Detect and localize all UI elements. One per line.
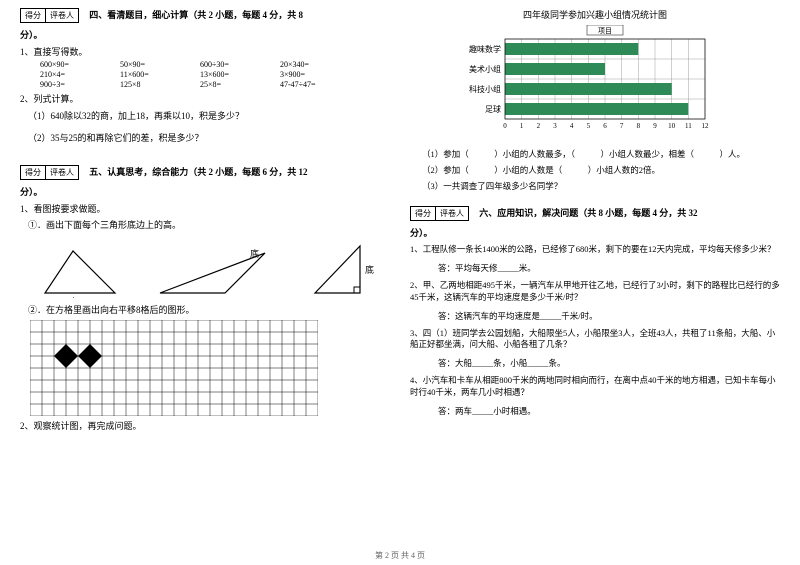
triangle-1: 底 <box>35 243 125 298</box>
svg-text:趣味数学: 趣味数学 <box>469 44 501 54</box>
svg-text:1: 1 <box>520 122 524 130</box>
section-4: 得分 评卷人 四、看清题目，细心计算（共 2 小题，每题 4 分，共 8 分）。… <box>20 8 390 145</box>
s6-a2: 答：这辆汽车的平均速度是_____千米/时。 <box>438 310 780 322</box>
svg-text:项目: 项目 <box>598 27 612 35</box>
section-4-title: 四、看清题目，细心计算（共 2 小题，每题 4 分，共 8 <box>89 10 303 20</box>
s5-q2: 2、观察统计图，再完成问题。 <box>20 420 390 433</box>
s6-q2: 2、甲、乙两地相距495千米，一辆汽车从甲地开往乙地，已经行了3小时，剩下的路程… <box>410 280 780 304</box>
s4-q2b: （2）35与25的和再除它们的差，积是多少？ <box>28 132 390 145</box>
calc-row-1: 600×90= 50×90= 600÷30= 20×340= <box>40 60 390 69</box>
section-6-title-end: 分）。 <box>410 227 780 240</box>
bar-chart: 项目0123456789101112趣味数学美术小组科技小组足球 <box>455 25 735 145</box>
svg-text:3: 3 <box>553 122 557 130</box>
s5-q1a: ①．画出下面每个三角形底边上的高。 <box>28 219 390 232</box>
calc-row-3: 900÷3= 125×8 25×8= 47-47÷47= <box>40 80 390 89</box>
svg-text:7: 7 <box>620 122 624 130</box>
chart-fill-3: （3）一共调查了四年级多少名同学？ <box>422 180 780 193</box>
svg-text:0: 0 <box>503 122 507 130</box>
svg-text:科技小组: 科技小组 <box>469 84 501 94</box>
svg-text:5: 5 <box>587 122 591 130</box>
section-6: 得分 评卷人 六、应用知识，解决问题（共 8 小题，每题 4 分，共 32 分）… <box>410 206 780 417</box>
svg-text:12: 12 <box>702 122 710 130</box>
left-column: 得分 评卷人 四、看清题目，细心计算（共 2 小题，每题 4 分，共 8 分）。… <box>20 8 390 435</box>
grid-figure <box>30 320 390 416</box>
score-box-3: 得分 评卷人 <box>410 206 469 221</box>
score-label: 得分 <box>21 9 46 22</box>
chart-fill-2: （2）参加（ ）小组的人数是（ ）小组人数的2倍。 <box>422 164 780 177</box>
s4-q2: 2、列式计算。 <box>20 93 390 106</box>
svg-text:11: 11 <box>685 122 692 130</box>
svg-text:足球: 足球 <box>485 104 501 114</box>
s4-q2a: （1）640除以32的商，加上18，再乘以10，积是多少？ <box>28 110 390 123</box>
svg-text:9: 9 <box>653 122 657 130</box>
svg-text:10: 10 <box>668 122 676 130</box>
chart-title: 四年级同学参加兴趣小组情况统计图 <box>410 8 780 21</box>
section-4-title-end: 分）。 <box>20 29 390 42</box>
s4-q1: 1、直接写得数。 <box>20 46 390 59</box>
section-6-title: 六、应用知识，解决问题（共 8 小题，每题 4 分，共 32 <box>479 208 697 218</box>
grader-label: 评卷人 <box>46 9 78 22</box>
triangle-2: 底 <box>155 243 275 298</box>
s5-q1: 1、看图按要求做题。 <box>20 203 390 216</box>
page-footer: 第 2 页 共 4 页 <box>0 550 800 561</box>
section-5: 得分 评卷人 五、认真思考，综合能力（共 2 小题，每题 6 分，共 12 分）… <box>20 165 390 433</box>
svg-text:2: 2 <box>537 122 541 130</box>
s5-q1b: ②．在方格里画出向右平移8格后的图形。 <box>28 304 390 317</box>
s6-a1: 答：平均每天修_____米。 <box>438 262 780 274</box>
right-column: 四年级同学参加兴趣小组情况统计图 项目0123456789101112趣味数学美… <box>410 8 780 435</box>
triangles-row: 底 底 底 <box>20 238 390 298</box>
section-5-title-end: 分）。 <box>20 186 390 199</box>
section-5-title: 五、认真思考，综合能力（共 2 小题，每题 6 分，共 12 <box>89 167 307 177</box>
s6-q4: 4、小汽车和卡车从相距800千米的两地同时相向而行，在离中点40千米的地方相遇，… <box>410 375 780 399</box>
s6-q3: 3、四（1）班同学去公园划船，大船限坐5人，小船限坐3人，全班43人，共租了11… <box>410 328 780 352</box>
svg-text:底: 底 <box>365 264 374 275</box>
triangle-3: 底 <box>305 238 375 298</box>
chart-fill-1: （1）参加（ ）小组的人数最多，（ ）小组人数最少，相差（ ）人。 <box>422 148 780 161</box>
svg-text:底: 底 <box>250 248 259 259</box>
score-box: 得分 评卷人 <box>20 8 79 23</box>
svg-text:6: 6 <box>603 122 607 130</box>
s6-q1: 1、工程队修一条长1400米的公路，已经修了680米，剩下的要在12天内完成，平… <box>410 244 780 256</box>
s6-a3: 答：大船_____条，小船_____条。 <box>438 357 780 369</box>
svg-text:4: 4 <box>570 122 574 130</box>
calc-row-2: 210×4= 11×600= 13×600= 3×900= <box>40 70 390 79</box>
s6-a4: 答：两车_____小时相遇。 <box>438 405 780 417</box>
score-box-2: 得分 评卷人 <box>20 165 79 180</box>
svg-text:8: 8 <box>637 122 641 130</box>
svg-text:美术小组: 美术小组 <box>469 64 501 74</box>
svg-text:底: 底 <box>68 296 77 298</box>
